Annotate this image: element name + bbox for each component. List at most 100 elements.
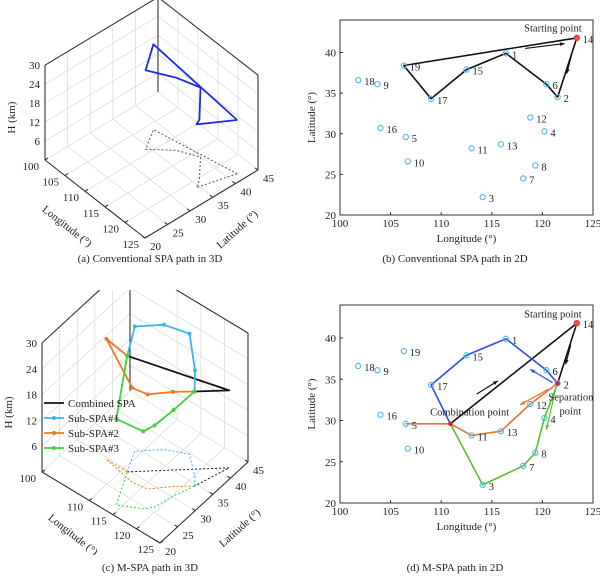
city-label-19: 19 bbox=[410, 348, 421, 359]
grid-line bbox=[84, 122, 199, 192]
box-edge bbox=[175, 290, 249, 334]
city-label-16: 16 bbox=[386, 412, 397, 423]
city-point-2 bbox=[554, 94, 561, 101]
city-label-13: 13 bbox=[507, 141, 517, 152]
longitude-axis bbox=[41, 471, 161, 544]
grid-line bbox=[77, 439, 196, 511]
city-label-13: 13 bbox=[507, 428, 517, 439]
grid-line bbox=[41, 390, 131, 473]
city-label-15: 15 bbox=[473, 67, 484, 78]
floor-projection-sub-spa-1 bbox=[126, 448, 196, 487]
latitude-axis bbox=[159, 461, 249, 544]
direction-arrow-head bbox=[530, 369, 536, 374]
city-point-6 bbox=[543, 367, 550, 374]
box-edge bbox=[160, 0, 259, 76]
city-label-12: 12 bbox=[536, 115, 547, 126]
box-edge bbox=[41, 290, 101, 344]
city-point-4 bbox=[541, 128, 548, 135]
path-sub-spa-3 bbox=[115, 355, 196, 433]
city-point-17 bbox=[427, 95, 435, 102]
x-tick bbox=[88, 497, 93, 501]
key-point-2 bbox=[555, 381, 560, 386]
city-point-14 bbox=[573, 34, 580, 42]
x-tick bbox=[144, 235, 149, 239]
city-point-9 bbox=[374, 81, 381, 88]
longitude-tick-label: 100 bbox=[20, 473, 37, 485]
city-point-8 bbox=[532, 449, 539, 456]
path-marker bbox=[130, 385, 135, 390]
x-tick bbox=[136, 526, 140, 530]
h-tick-label: 12 bbox=[29, 117, 40, 129]
y-tick-label: 35 bbox=[325, 88, 337, 100]
city-point-7 bbox=[520, 175, 527, 182]
h-tick-label: 24 bbox=[26, 364, 38, 376]
latitude-tick-label: 25 bbox=[183, 530, 195, 542]
city-label-17: 17 bbox=[437, 382, 448, 393]
city-point-11 bbox=[468, 432, 475, 439]
grid-line bbox=[157, 72, 259, 152]
path-marker bbox=[192, 389, 197, 394]
grid-line bbox=[41, 313, 131, 395]
city-label-4: 4 bbox=[550, 128, 556, 139]
city-point-16 bbox=[377, 124, 384, 132]
city-point-6 bbox=[543, 81, 550, 88]
path-marker bbox=[162, 322, 167, 327]
city-label-19: 19 bbox=[410, 63, 421, 74]
latitude-tick-label: 35 bbox=[218, 200, 230, 212]
city-label-6: 6 bbox=[552, 81, 557, 92]
city-label-15: 15 bbox=[473, 352, 484, 363]
h-tick-label: 6 bbox=[32, 441, 38, 453]
x-axis-label: Longitude (°) bbox=[437, 233, 497, 245]
longitude-tick-label: 100 bbox=[23, 161, 40, 173]
city-label-2: 2 bbox=[564, 380, 569, 391]
floor-projection-sub-spa-3 bbox=[115, 471, 195, 510]
city-point-12 bbox=[527, 400, 534, 408]
city-label-4: 4 bbox=[550, 415, 556, 426]
plot-frame bbox=[339, 19, 594, 216]
city-point-13 bbox=[497, 141, 505, 148]
city-label-2: 2 bbox=[564, 94, 569, 105]
city-point-18 bbox=[355, 362, 362, 370]
longitude-tick-label: 110 bbox=[63, 192, 80, 204]
city-label-8: 8 bbox=[541, 450, 546, 461]
grid-line bbox=[44, 53, 159, 123]
grid-line bbox=[59, 455, 178, 528]
y-tick bbox=[232, 181, 236, 185]
y-tick-label: 40 bbox=[325, 333, 337, 345]
grid-line bbox=[94, 423, 213, 495]
longitude-axis bbox=[44, 159, 146, 239]
panel-c-3d-mspa: 6 12 18 24 30 100 110 115 120 125 20 25 30 35 40 45 H (k… bbox=[3, 290, 265, 555]
legend-label: Sub-SPA#2 bbox=[68, 428, 119, 440]
city-label-16: 16 bbox=[386, 125, 397, 136]
grid-line bbox=[157, 34, 259, 114]
city-label-6: 6 bbox=[552, 367, 557, 378]
city-label-14: 14 bbox=[583, 320, 594, 331]
legend-label: Sub-SPA#3 bbox=[68, 443, 119, 455]
x-tick-label: 110 bbox=[433, 506, 450, 518]
longitude-tick-label: 120 bbox=[114, 530, 131, 542]
longitude-tick-label: 105 bbox=[43, 177, 60, 189]
grid-line bbox=[44, 34, 159, 104]
direction-arrow-head bbox=[545, 424, 550, 430]
city-label-18: 18 bbox=[364, 363, 375, 374]
latitude-axis-label: Latitude (°) bbox=[217, 506, 263, 549]
city-point-3 bbox=[479, 193, 486, 201]
city-label-12: 12 bbox=[536, 401, 547, 412]
y-tick bbox=[191, 508, 196, 512]
city-label-9: 9 bbox=[383, 81, 388, 92]
direction-arrow bbox=[519, 388, 549, 406]
city-label-11: 11 bbox=[478, 145, 488, 156]
y-tick bbox=[174, 524, 178, 528]
latitude-tick-label: 40 bbox=[235, 481, 247, 493]
legend-marker bbox=[52, 446, 56, 450]
x-axis-label: Longitude (°) bbox=[437, 521, 497, 533]
longitude-tick-label: 125 bbox=[123, 239, 140, 251]
x-tick-label: 115 bbox=[484, 218, 501, 230]
latitude-tick-label: 30 bbox=[200, 514, 212, 526]
path-sub-spa-2 bbox=[105, 338, 195, 396]
y-tick-label: 40 bbox=[325, 48, 337, 60]
city-point-3 bbox=[479, 481, 486, 488]
city-point-18 bbox=[355, 76, 362, 84]
city-point-7 bbox=[520, 462, 527, 470]
